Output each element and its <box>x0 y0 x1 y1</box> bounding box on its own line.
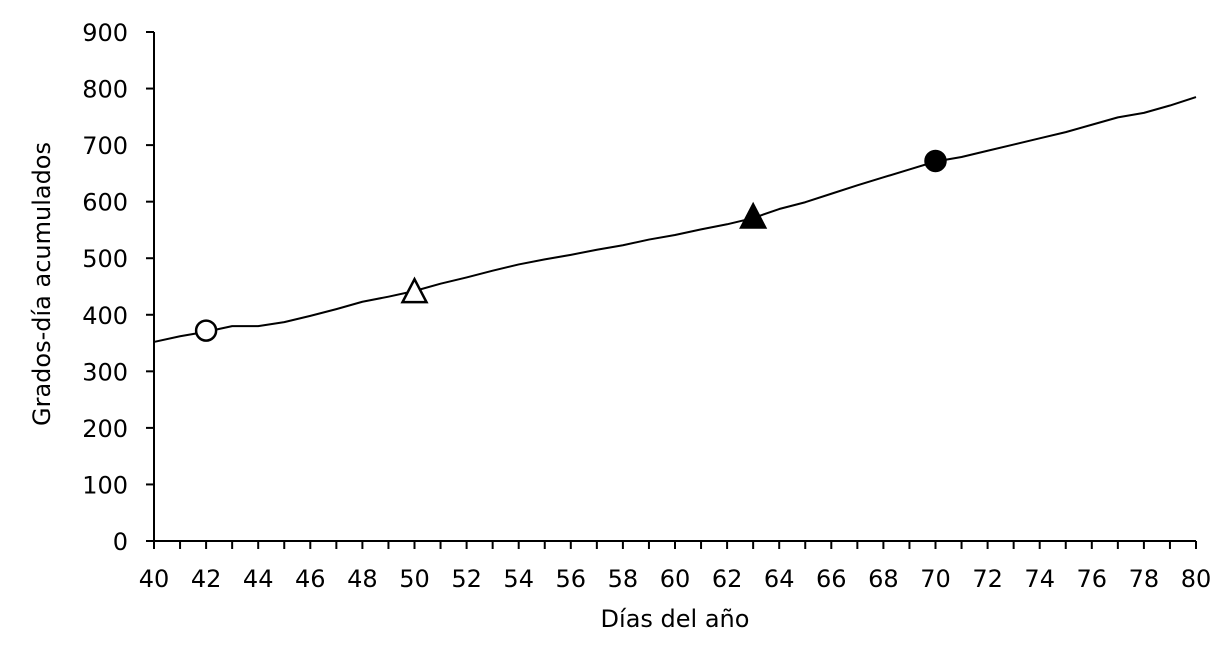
series-line <box>153 96 1197 343</box>
x-tick-label: 66 <box>816 565 847 593</box>
x-tick-label: 64 <box>764 565 795 593</box>
y-tick-label: 400 <box>82 302 128 330</box>
x-tick-label: 70 <box>920 565 951 593</box>
x-tick-label: 72 <box>972 565 1003 593</box>
x-tick-label: 54 <box>503 565 534 593</box>
x-tick-label: 40 <box>139 565 170 593</box>
open-circle-marker <box>194 319 218 342</box>
y-tick-label: 0 <box>113 528 128 556</box>
filled-triangle-marker <box>739 201 768 229</box>
y-tick-label: 600 <box>82 189 128 217</box>
y-axis: 0 100 200 300 400 500 600 700 800 900 <box>82 19 155 556</box>
open-triangle-marker <box>400 276 429 304</box>
x-tick-label: 68 <box>868 565 899 593</box>
filled-circle-marker <box>924 149 947 173</box>
x-tick-label: 60 <box>660 565 691 593</box>
y-tick-label: 300 <box>82 358 128 386</box>
x-tick-label: 46 <box>295 565 326 593</box>
y-tick-label: 500 <box>82 245 128 273</box>
x-tick-label: 50 <box>399 565 430 593</box>
x-tick-label: 80 <box>1181 565 1212 593</box>
x-axis: 40 42 44 46 48 50 52 54 56 58 60 62 64 66 68 70 72 74 76 78… <box>139 540 1212 593</box>
x-tick-label: 56 <box>556 565 587 593</box>
plot-area <box>153 96 1197 343</box>
x-tick-label: 78 <box>1129 565 1160 593</box>
y-tick-label: 900 <box>82 19 128 47</box>
x-tick-label: 74 <box>1024 565 1055 593</box>
y-tick-label: 100 <box>82 471 128 499</box>
y-tick-label: 200 <box>82 415 128 443</box>
x-tick-label: 44 <box>243 565 274 593</box>
y-tick-label: 700 <box>82 132 128 160</box>
x-tick-label: 52 <box>451 565 482 593</box>
x-tick-label: 58 <box>608 565 639 593</box>
y-tick-label: 800 <box>82 76 128 104</box>
y-axis-title: Grados-día acumulados <box>28 142 56 426</box>
x-tick-label: 48 <box>347 565 378 593</box>
x-tick-label: 62 <box>712 565 743 593</box>
x-tick-label: 42 <box>191 565 222 593</box>
x-tick-label: 76 <box>1077 565 1108 593</box>
x-axis-title: Días del año <box>601 605 750 633</box>
